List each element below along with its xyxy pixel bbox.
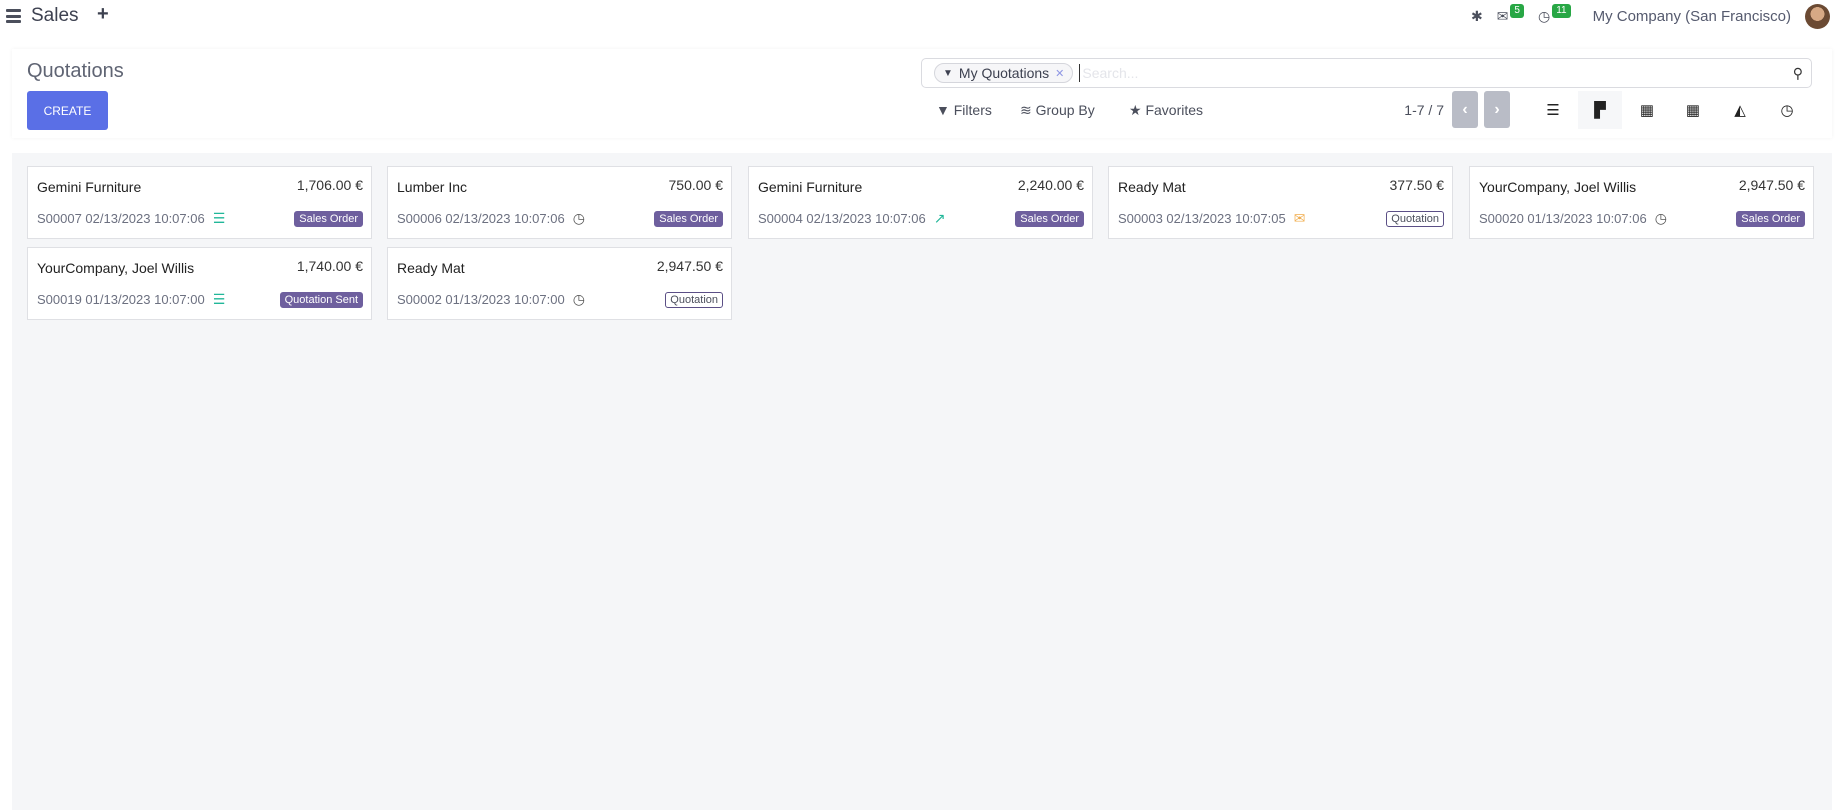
clock-icon[interactable]: ◷ xyxy=(572,210,585,226)
systray: ✱ ✉ 5 ◷ 11 My Company (San Francisco) xyxy=(1471,0,1830,33)
kanban-card[interactable]: YourCompany, Joel Willis 1,740.00 € S000… xyxy=(27,247,372,320)
status-badge: Sales Order xyxy=(1015,210,1084,227)
card-header: Gemini Furniture 2,240.00 € xyxy=(758,177,1084,195)
status-badge: Quotation xyxy=(665,291,723,308)
card-partner: YourCompany, Joel Willis xyxy=(37,260,195,276)
kanban-card[interactable]: YourCompany, Joel Willis 2,947.50 € S000… xyxy=(1469,166,1814,239)
pager-value[interactable]: 1-7 / 7 xyxy=(1404,102,1444,118)
messages-icon: ✉ xyxy=(1496,8,1509,24)
kanban-card[interactable]: Lumber Inc 750.00 € S00006 02/13/2023 10… xyxy=(387,166,732,239)
card-footer: S00006 02/13/2023 10:07:06 ◷ Sales Order xyxy=(397,210,723,227)
card-reference: S00007 02/13/2023 10:07:06 xyxy=(37,211,205,226)
card-amount: 750.00 € xyxy=(668,177,724,193)
list-view-button[interactable]: ☰ xyxy=(1531,91,1575,129)
filter-icon: ▼ xyxy=(943,67,953,79)
card-partner: YourCompany, Joel Willis xyxy=(1479,179,1637,195)
status-badge: Sales Order xyxy=(1736,210,1805,227)
card-footer: S00020 01/13/2023 10:07:06 ◷ Sales Order xyxy=(1479,210,1805,227)
debug-bug-icon[interactable]: ✱ xyxy=(1470,8,1483,24)
card-header: Ready Mat 2,947.50 € xyxy=(397,258,723,276)
filters-label: Filters xyxy=(953,102,992,118)
status-badge: Sales Order xyxy=(654,210,723,227)
card-header: Ready Mat 377.50 € xyxy=(1118,177,1444,195)
app-name[interactable]: Sales xyxy=(31,5,79,26)
filters-button[interactable]: ▼ Filters xyxy=(936,102,992,118)
calendar-view-button[interactable]: ▦ xyxy=(1625,91,1669,129)
card-partner: Gemini Furniture xyxy=(758,179,863,195)
card-header: Gemini Furniture 1,706.00 € xyxy=(37,177,363,195)
groupby-label: Group By xyxy=(1035,102,1095,118)
card-header: YourCompany, Joel Willis 1,740.00 € xyxy=(37,258,363,276)
search-facet: ▼ My Quotations ✕ xyxy=(934,63,1074,83)
activities-clock-icon: ◷ xyxy=(1537,8,1551,24)
card-footer: S00007 02/13/2023 10:07:06 ☰ Sales Order xyxy=(37,210,363,227)
card-footer: S00004 02/13/2023 10:07:06 ↗ Sales Order xyxy=(758,210,1084,227)
activities-menu[interactable]: ◷ 11 xyxy=(1537,3,1571,25)
page-title: Quotations xyxy=(27,60,124,82)
favorites-button[interactable]: ★ Favorites xyxy=(1129,102,1203,119)
card-footer: S00002 01/13/2023 10:07:00 ◷ Quotation xyxy=(397,291,723,308)
kanban-view-button[interactable]: ▛ xyxy=(1578,91,1622,129)
user-avatar[interactable] xyxy=(1805,4,1830,29)
search-bar[interactable]: ▼ My Quotations ✕ ⚲ xyxy=(921,58,1812,88)
facet-label: My Quotations xyxy=(958,65,1050,81)
star-icon: ★ xyxy=(1129,102,1142,118)
groupby-button[interactable]: ≋ Group By xyxy=(1020,102,1095,119)
remove-facet-icon[interactable]: ✕ xyxy=(1055,67,1065,80)
card-reference: S00004 02/13/2023 10:07:06 xyxy=(758,211,926,226)
card-reference: S00019 01/13/2023 10:07:00 xyxy=(37,292,205,307)
company-switcher[interactable]: My Company (San Francisco) xyxy=(1592,8,1791,25)
card-amount: 2,947.50 € xyxy=(656,258,723,274)
clock-icon[interactable]: ◷ xyxy=(1654,210,1667,226)
tasks-icon[interactable]: ☰ xyxy=(212,210,226,226)
activities-count-badge: 11 xyxy=(1552,3,1571,18)
search-input[interactable] xyxy=(1082,63,1793,83)
card-amount: 1,706.00 € xyxy=(296,177,363,193)
card-reference: S00006 02/13/2023 10:07:06 xyxy=(397,211,565,226)
create-button[interactable]: CREATE xyxy=(27,91,108,130)
card-reference: S00002 01/13/2023 10:07:00 xyxy=(397,292,565,307)
envelope-icon[interactable]: ✉ xyxy=(1293,210,1306,226)
status-badge: Quotation xyxy=(1386,210,1444,227)
card-header: Lumber Inc 750.00 € xyxy=(397,177,723,195)
card-footer: S00003 02/13/2023 10:07:05 ✉ Quotation xyxy=(1118,210,1444,227)
pager-previous-button[interactable]: ‹ xyxy=(1452,91,1478,128)
status-badge: Sales Order xyxy=(294,210,363,227)
kanban-card[interactable]: Gemini Furniture 2,240.00 € S00004 02/13… xyxy=(748,166,1093,239)
card-reference: S00003 02/13/2023 10:07:05 xyxy=(1118,211,1286,226)
graph-view-button[interactable]: ◭ xyxy=(1718,91,1762,129)
search-icon[interactable]: ⚲ xyxy=(1792,64,1803,81)
kanban-card[interactable]: Gemini Furniture 1,706.00 € S00007 02/13… xyxy=(27,166,372,239)
kanban-card[interactable]: Ready Mat 377.50 € S00003 02/13/2023 10:… xyxy=(1108,166,1453,239)
plus-icon[interactable]: + xyxy=(97,3,109,25)
card-partner: Ready Mat xyxy=(1118,179,1186,195)
layers-icon: ≋ xyxy=(1020,102,1032,118)
card-header: YourCompany, Joel Willis 2,947.50 € xyxy=(1479,177,1805,195)
card-footer: S00019 01/13/2023 10:07:00 ☰ Quotation S… xyxy=(37,291,363,308)
card-amount: 377.50 € xyxy=(1389,177,1445,193)
card-partner: Gemini Furniture xyxy=(37,179,142,195)
messages-count-badge: 5 xyxy=(1510,3,1524,18)
card-amount: 2,947.50 € xyxy=(1738,177,1805,193)
clock-icon[interactable]: ◷ xyxy=(572,291,585,307)
card-reference: S00020 01/13/2023 10:07:06 xyxy=(1479,211,1647,226)
pivot-view-button[interactable]: ▦ xyxy=(1671,91,1715,129)
text-cursor xyxy=(1079,64,1081,82)
card-partner: Ready Mat xyxy=(397,260,465,276)
card-partner: Lumber Inc xyxy=(397,179,468,195)
messages-menu[interactable]: ✉ 5 xyxy=(1496,3,1524,25)
card-amount: 1,740.00 € xyxy=(296,258,363,274)
card-amount: 2,240.00 € xyxy=(1017,177,1084,193)
kanban-card[interactable]: Ready Mat 2,947.50 € S00002 01/13/2023 1… xyxy=(387,247,732,320)
filter-icon: ▼ xyxy=(936,102,950,118)
top-navbar: Sales + ✱ ✉ 5 ◷ 11 My Company (San Francis… xyxy=(0,0,1844,33)
apps-menu-icon[interactable] xyxy=(6,9,21,23)
activity-view-button[interactable]: ◷ xyxy=(1765,91,1809,129)
tasks-icon[interactable]: ☰ xyxy=(212,291,226,307)
pager-next-button[interactable]: › xyxy=(1484,91,1510,128)
favorites-label: Favorites xyxy=(1145,102,1204,118)
chart-icon[interactable]: ↗ xyxy=(933,210,946,226)
status-badge: Quotation Sent xyxy=(279,291,363,308)
